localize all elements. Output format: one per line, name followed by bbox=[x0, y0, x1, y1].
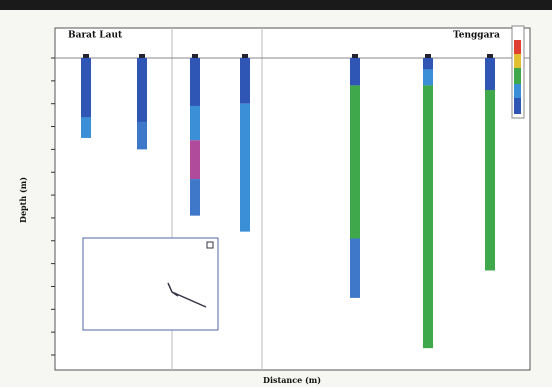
legend-swatch bbox=[514, 54, 521, 68]
borehole-segment bbox=[485, 58, 495, 90]
borehole-head bbox=[83, 54, 89, 58]
borehole-segment bbox=[190, 179, 200, 216]
top-border bbox=[0, 0, 552, 10]
borehole-segment bbox=[350, 58, 360, 86]
borehole-segment bbox=[423, 69, 433, 86]
borehole-head bbox=[352, 54, 358, 58]
borehole-segment bbox=[485, 89, 495, 271]
legend-swatch bbox=[514, 84, 521, 98]
inset-map bbox=[82, 237, 219, 331]
borehole-head bbox=[192, 54, 198, 58]
x-axis-label: Distance (m) bbox=[263, 375, 321, 385]
borehole-segment bbox=[81, 58, 91, 118]
inset-route bbox=[167, 282, 207, 308]
borehole-segment bbox=[137, 121, 147, 150]
legend-swatch bbox=[514, 98, 521, 114]
borehole-head bbox=[242, 54, 248, 58]
borehole-segment bbox=[240, 58, 250, 104]
legend-swatch bbox=[514, 40, 521, 54]
borehole-segment bbox=[137, 58, 147, 122]
borehole-head bbox=[139, 54, 145, 58]
right-direction: Tenggara bbox=[453, 31, 500, 41]
y-axis-label: Depth (m) bbox=[18, 177, 28, 223]
borehole-segment bbox=[190, 140, 200, 180]
legend-swatch bbox=[514, 68, 521, 84]
inset-north bbox=[206, 241, 214, 249]
borehole-segment bbox=[350, 238, 360, 298]
left-direction: Barat Laut bbox=[68, 31, 123, 41]
borehole-segment bbox=[423, 85, 433, 349]
borehole-segment bbox=[190, 105, 200, 141]
borehole-segment bbox=[423, 58, 433, 70]
borehole-segment bbox=[190, 58, 200, 106]
borehole-head bbox=[487, 54, 493, 58]
inset-frame bbox=[82, 237, 219, 331]
borehole-segment bbox=[350, 85, 360, 239]
legend-swatches bbox=[511, 25, 525, 119]
borehole-segment bbox=[240, 103, 250, 232]
borehole-segment bbox=[81, 117, 91, 138]
borehole-head bbox=[425, 54, 431, 58]
